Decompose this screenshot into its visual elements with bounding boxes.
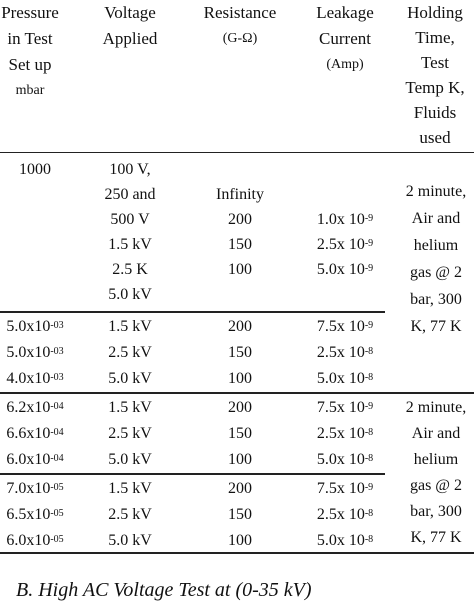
current-cell: 7.5x 10-9: [316, 480, 374, 497]
pressure-cell: 5.0x10-03: [6, 318, 64, 335]
voltage-cell: 5.0 kV: [108, 532, 152, 549]
voltage-cell: 1.5 kV: [108, 318, 152, 335]
voltage-cell: 2.5 kV: [108, 344, 152, 361]
pressure-cell: 6.0x10-05: [6, 532, 64, 549]
current-cell: 2.5x 10-8: [316, 425, 374, 442]
group1-pressure: 1000: [19, 161, 51, 178]
current-cell: 7.5x 10-9: [316, 318, 374, 335]
holding-time-cell-a: 2 minute, Air and helium gas @ 2 bar, 30…: [405, 183, 467, 335]
header-holding-time: Holding Time, Test Temp K, Fluids used: [405, 3, 465, 147]
group2-rule: [0, 392, 474, 394]
header-leakage-current: Leakage Current (Amp): [316, 3, 374, 72]
resistance-cell: 200: [228, 480, 252, 497]
resistance-cell: Infinity: [216, 186, 264, 203]
current-cell: 2.5x 10-8: [316, 506, 374, 523]
current-cell: 5.0x 10-8: [316, 532, 374, 549]
current-cell: 2.5x 10-9: [316, 236, 374, 253]
table-row: 5.0x10-03 1.5 kV 200 7.5x 10-9: [0, 314, 395, 340]
resistance-cell: 150: [228, 236, 252, 253]
resistance-cell: 200: [228, 318, 252, 335]
voltage-cell: 5.0 kV: [108, 451, 152, 468]
group4-rows: 7.0x10-05 1.5 kV 200 7.5x 10-9 6.5x10-05…: [0, 476, 395, 554]
current-cell: 5.0x 10-8: [316, 451, 374, 468]
voltage-cell: 500 V: [110, 211, 150, 228]
group1-voltages: 100 V, 250 and 500 V 1.5 kV 2.5 K 5.0 kV: [80, 157, 180, 307]
resistance-cell: 150: [228, 344, 252, 361]
current-cell: 2.5x 10-8: [316, 344, 374, 361]
table-row: 4.0x10-03 5.0 kV 100 5.0x 10-8: [0, 366, 395, 392]
voltage-cell: 5.0 kV: [108, 286, 152, 303]
group1-currents: 1.0x 10-9 2.5x 10-9 5.0x 10-9: [295, 207, 395, 282]
pressure-cell: 6.2x10-04: [6, 399, 64, 416]
voltage-cell: 2.5 kV: [108, 506, 152, 523]
pressure-cell: 4.0x10-03: [6, 370, 64, 387]
pressure-cell: 6.6x10-04: [6, 425, 64, 442]
voltage-cell: 2.5 K: [112, 261, 148, 278]
voltage-cell: 250 and: [104, 186, 156, 203]
table-row: 7.0x10-05 1.5 kV 200 7.5x 10-9: [0, 476, 395, 502]
voltage-cell: 1.5 kV: [108, 480, 152, 497]
current-cell: 5.0x 10-8: [316, 370, 374, 387]
pressure-cell: 6.0x10-04: [6, 451, 64, 468]
header-pressure: Pressure in Test Set up mbar: [1, 3, 59, 98]
pressure-cell: 5.0x10-03: [6, 344, 64, 361]
current-cell: 5.0x 10-9: [316, 261, 374, 278]
resistance-cell: 100: [228, 370, 252, 387]
voltage-cell: 2.5 kV: [108, 425, 152, 442]
resistance-cell: 100: [228, 451, 252, 468]
resistance-cell: 200: [228, 211, 252, 228]
section-caption: B. High AC Voltage Test at (0-35 kV): [16, 579, 312, 601]
group2-rows: 5.0x10-03 1.5 kV 200 7.5x 10-9 5.0x10-03…: [0, 314, 395, 392]
header-resistance: Resistance (G-Ω): [203, 3, 277, 46]
holding-time-cell-b: 2 minute, Air and helium gas @ 2 bar, 30…: [405, 399, 467, 546]
voltage-cell: 100 V,: [109, 161, 151, 178]
current-cell: 7.5x 10-9: [316, 399, 374, 416]
table-row: 6.2x10-04 1.5 kV 200 7.5x 10-9: [0, 395, 395, 421]
header-voltage: Voltage Applied: [102, 3, 158, 48]
pressure-cell: 7.0x10-05: [6, 480, 64, 497]
group3-rows: 6.2x10-04 1.5 kV 200 7.5x 10-9 6.6x10-04…: [0, 395, 395, 473]
pressure-cell: 6.5x10-05: [6, 506, 64, 523]
table-row: 6.0x10-04 5.0 kV 100 5.0x 10-8: [0, 447, 395, 473]
group1-rule: [0, 311, 385, 313]
voltage-cell: 1.5 kV: [108, 236, 152, 253]
voltage-cell: 5.0 kV: [108, 370, 152, 387]
resistance-cell: 100: [228, 261, 252, 278]
table-row: 6.6x10-04 2.5 kV 150 2.5x 10-8: [0, 421, 395, 447]
resistance-cell: 100: [228, 532, 252, 549]
voltage-cell: 1.5 kV: [108, 399, 152, 416]
header-rule: [0, 152, 474, 153]
resistance-cell: 200: [228, 399, 252, 416]
group3-rule: [0, 473, 385, 475]
resistance-cell: 150: [228, 425, 252, 442]
table-row: 6.5x10-05 2.5 kV 150 2.5x 10-8: [0, 502, 395, 528]
table-row: 5.0x10-03 2.5 kV 150 2.5x 10-8: [0, 340, 395, 366]
resistance-cell: 150: [228, 506, 252, 523]
bottom-rule: [0, 552, 474, 554]
group1-resistances: Infinity 200 150 100: [190, 182, 290, 282]
table-row: 6.0x10-05 5.0 kV 100 5.0x 10-8: [0, 528, 395, 554]
current-cell: 1.0x 10-9: [316, 211, 374, 228]
